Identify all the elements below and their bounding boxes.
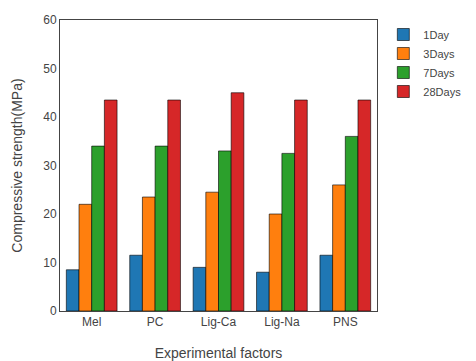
svg-text:Compressive strength(MPa): Compressive strength(MPa) (9, 78, 25, 252)
svg-text:3Days: 3Days (423, 48, 455, 60)
svg-text:PNS: PNS (333, 315, 358, 329)
svg-text:50: 50 (43, 62, 57, 76)
svg-text:28Days: 28Days (423, 86, 461, 98)
svg-text:0: 0 (50, 304, 57, 318)
svg-text:Experimental factors: Experimental factors (155, 345, 283, 361)
svg-text:Lig-Ca: Lig-Ca (201, 315, 237, 329)
svg-text:30: 30 (43, 159, 57, 173)
svg-text:1Day: 1Day (423, 29, 449, 41)
svg-text:Lig-Na: Lig-Na (264, 315, 300, 329)
svg-text:7Days: 7Days (423, 67, 455, 79)
svg-text:40: 40 (43, 110, 57, 124)
svg-text:PC: PC (147, 315, 164, 329)
svg-text:Mel: Mel (82, 315, 101, 329)
svg-text:20: 20 (43, 207, 57, 221)
svg-text:10: 10 (43, 256, 57, 270)
svg-text:60: 60 (43, 13, 57, 27)
